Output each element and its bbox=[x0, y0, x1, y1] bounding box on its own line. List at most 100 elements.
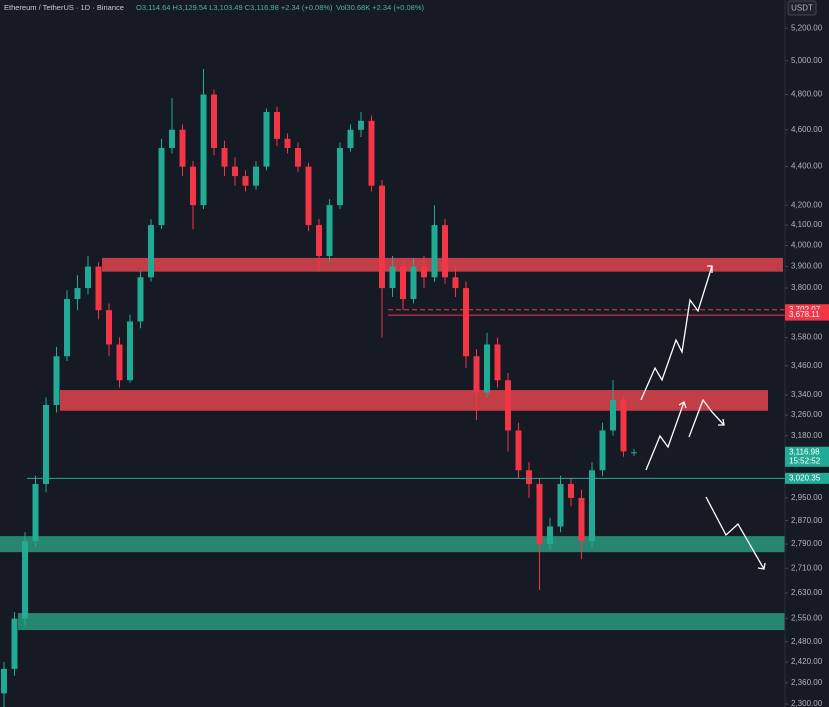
price-axis bbox=[785, 0, 829, 707]
arrow bbox=[705, 496, 765, 570]
candle-body bbox=[295, 147, 301, 167]
candle-body bbox=[620, 399, 627, 452]
candle-body bbox=[410, 266, 417, 300]
zone bbox=[0, 536, 785, 553]
candle-body bbox=[137, 277, 144, 322]
candle-body bbox=[526, 470, 532, 484]
candle-body bbox=[200, 94, 207, 206]
price-label: 3,678.11 bbox=[789, 310, 820, 319]
candle-body bbox=[32, 483, 39, 542]
arrow-head bbox=[678, 401, 687, 409]
candle-body bbox=[95, 266, 102, 311]
price-label-box bbox=[785, 472, 829, 484]
candle-body bbox=[505, 380, 511, 431]
candle-body bbox=[557, 483, 564, 527]
zone bbox=[18, 613, 785, 631]
currency: USDT bbox=[791, 4, 813, 13]
candle-body bbox=[589, 470, 595, 542]
candle-body bbox=[494, 344, 501, 381]
candle-body bbox=[305, 166, 312, 226]
candle-body bbox=[53, 356, 60, 405]
y-tick-label: 2,550.00 bbox=[791, 614, 823, 623]
y-tick-label: 4,200.00 bbox=[791, 200, 823, 209]
candle-body bbox=[22, 541, 28, 619]
candle-body bbox=[169, 129, 175, 148]
candle-body bbox=[431, 225, 438, 278]
y-tick-label: 2,870.00 bbox=[791, 516, 823, 525]
y-tick-label: 2,300.00 bbox=[791, 699, 823, 707]
y-tick-label: 2,360.00 bbox=[791, 678, 823, 687]
candle-body bbox=[578, 497, 585, 542]
candle-body bbox=[221, 147, 228, 167]
symbol: Ethereum / TetherUS · 1D · Binance bbox=[4, 3, 124, 12]
candle-body bbox=[484, 344, 490, 393]
candle-body bbox=[232, 166, 238, 177]
candle-body bbox=[190, 166, 196, 206]
candle-body bbox=[263, 111, 270, 167]
y-tick-label: 3,460.00 bbox=[791, 361, 823, 370]
candle-body bbox=[11, 618, 18, 669]
candle-body bbox=[74, 288, 81, 300]
candle-body bbox=[253, 166, 259, 186]
candle-body bbox=[610, 399, 616, 431]
price-label-box bbox=[785, 309, 829, 321]
candle-body bbox=[547, 526, 553, 545]
y-tick-label: 3,800.00 bbox=[791, 283, 823, 292]
candle-body bbox=[211, 94, 217, 148]
candle-body bbox=[347, 129, 354, 148]
arrow bbox=[645, 401, 685, 471]
candle-body bbox=[242, 176, 249, 186]
price-axis-labels: 5,200.00 5,000.00 4,800.00 4,600.00 4,400.00… bbox=[785, 23, 829, 707]
candle-body bbox=[316, 225, 322, 257]
arrow bbox=[688, 398, 725, 438]
candle-body bbox=[43, 404, 49, 484]
candle-body bbox=[452, 277, 459, 289]
candle-body bbox=[379, 185, 385, 289]
arrow-head bbox=[707, 265, 713, 273]
y-tick-label: 2,710.00 bbox=[791, 563, 823, 572]
annotations bbox=[640, 265, 766, 570]
arrow-head bbox=[757, 562, 766, 570]
candle-body bbox=[106, 310, 112, 345]
candle-body bbox=[515, 430, 522, 471]
price-label: 3,702.07 bbox=[789, 305, 821, 314]
candle-body bbox=[337, 147, 343, 206]
price-label: 3,020.35 bbox=[789, 473, 821, 482]
y-tick-label: 3,340.00 bbox=[791, 390, 823, 399]
countdown: 15:52:52 bbox=[789, 456, 821, 465]
y-tick-label: 2,630.00 bbox=[791, 588, 823, 597]
candle-body bbox=[442, 225, 448, 278]
candle-body bbox=[536, 483, 543, 545]
y-tick-label: 5,200.00 bbox=[791, 23, 823, 32]
plot bbox=[0, 69, 785, 707]
candle-body bbox=[463, 288, 469, 357]
candle-body bbox=[64, 299, 70, 357]
y-tick-label: 3,580.00 bbox=[791, 333, 823, 342]
candle-body bbox=[631, 452, 637, 454]
candle-body bbox=[116, 344, 123, 381]
candle-body bbox=[400, 266, 406, 300]
zone bbox=[60, 390, 768, 411]
y-tick-label: 5,000.00 bbox=[791, 56, 823, 65]
y-tick-label: 2,420.00 bbox=[791, 657, 823, 666]
candle-body bbox=[473, 356, 480, 393]
candle-body bbox=[326, 205, 333, 257]
candle-body bbox=[599, 430, 606, 471]
volume-info: Vol30.68K +2.34 (+0.08%) bbox=[336, 3, 424, 12]
candle-body bbox=[368, 120, 375, 186]
candle-body bbox=[179, 129, 186, 167]
candle-body bbox=[568, 483, 574, 498]
candle-body bbox=[158, 147, 165, 226]
y-tick-label: 2,480.00 bbox=[791, 637, 823, 646]
candle-body bbox=[284, 138, 291, 148]
price-label: 3,116.98 bbox=[789, 447, 820, 456]
arrow-head bbox=[718, 418, 725, 426]
candle-body bbox=[274, 111, 280, 139]
y-tick-label: 4,000.00 bbox=[791, 241, 823, 250]
arrow bbox=[640, 265, 713, 401]
candle-body bbox=[358, 120, 364, 130]
y-tick-label: 4,800.00 bbox=[791, 90, 823, 99]
